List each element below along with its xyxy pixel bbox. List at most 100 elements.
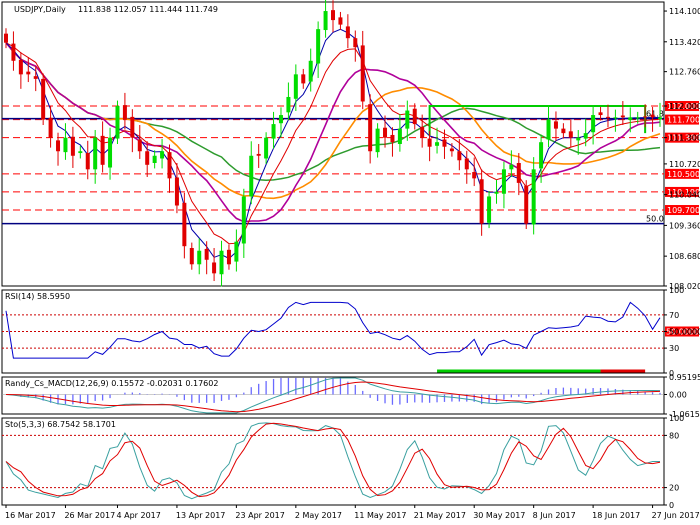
ytick-label-main: 112.760: [669, 68, 700, 77]
candle-body: [286, 96, 291, 113]
candle-body: [412, 108, 417, 125]
ytick-label-sto: 0: [669, 501, 674, 510]
candle-body: [531, 169, 536, 225]
ytick-label-main: 109.360: [669, 221, 700, 230]
ytick-label-main: 110.040: [669, 191, 700, 200]
candle-body: [605, 116, 610, 118]
candle-body: [479, 179, 484, 224]
candle-body: [449, 148, 454, 152]
candle-body: [130, 116, 135, 138]
price-tag-label: 109.700: [667, 206, 700, 215]
candle-body: [546, 119, 551, 140]
candle-body: [375, 128, 380, 153]
candle-body: [26, 71, 31, 75]
candle-body: [18, 59, 23, 75]
candle-body: [85, 153, 90, 170]
candle-body: [167, 152, 172, 179]
candle-body: [145, 151, 150, 165]
ytick-label-main: 108.020: [669, 282, 700, 291]
ytick-label-main: 114.100: [669, 7, 700, 16]
candle-body: [561, 128, 566, 134]
xtick-label: 8 Jun 2017: [533, 511, 576, 520]
candle-body: [63, 137, 68, 153]
candle-body: [494, 191, 499, 194]
xtick-label: 23 Apr 2017: [235, 511, 284, 520]
candle-body: [501, 169, 506, 194]
candle-body: [397, 128, 402, 144]
candle-body: [643, 116, 648, 118]
xtick-label: 11 May 2017: [354, 511, 406, 520]
candle-body: [234, 241, 239, 262]
sto-title: Sto(5,3,3) 68.7542 58.1701: [5, 420, 116, 429]
candle-body: [353, 38, 358, 48]
price-tag: [665, 114, 699, 125]
xtick-label: 4 Apr 2017: [116, 511, 160, 520]
candle-body: [472, 172, 477, 179]
candle-body: [212, 262, 217, 274]
ytick-label-main: 108.680: [669, 252, 700, 261]
candle-body: [487, 196, 492, 223]
candle-body: [464, 158, 469, 170]
candle-body: [226, 249, 231, 265]
rsi-level-tag: [665, 326, 699, 337]
candle-body: [331, 10, 335, 21]
ytick-label-rsi: 100: [669, 286, 684, 295]
ytick-label-sto: 20: [669, 484, 679, 493]
candle-body: [174, 177, 179, 206]
ma-magenta-line: [5, 42, 661, 223]
frame-sto: [1, 417, 665, 506]
ytick-label-rsi: 0: [669, 369, 674, 378]
xtick-label: 26 Mar 2017: [64, 511, 115, 520]
candle-body: [56, 140, 61, 152]
rsi-title: RSI(14) 58.5950: [5, 292, 70, 301]
candle-body: [137, 139, 142, 152]
candle-body: [539, 142, 544, 169]
candle-body: [4, 33, 8, 43]
candle-body: [108, 137, 113, 168]
ytick-label-main: 112.000: [669, 102, 700, 111]
ytick-label-rsi: 50.0000: [669, 328, 700, 337]
candle-body: [568, 131, 573, 138]
xtick-label: 18 Jun 2017: [592, 511, 640, 520]
fib-level-label: 50.0: [646, 215, 664, 224]
macd-title: Randy_Cs_MACD(12,26,9) 0.15572 -0.02031 …: [5, 379, 218, 388]
candle-body: [390, 134, 395, 143]
candle-body: [256, 153, 261, 156]
main-price-panel: 61.850.0112.000111.700111.300110.500110.…: [2, 0, 700, 287]
macd-line: [5, 377, 661, 414]
candle-body: [249, 155, 254, 197]
candle-body: [368, 104, 373, 152]
candle-body: [264, 137, 269, 159]
main-ohlc-readout: 111.838 112.057 111.444 111.749: [78, 5, 218, 14]
stochastic-panel: [2, 422, 664, 500]
candle-body: [182, 202, 187, 247]
rsi-panel: 50.0000: [2, 301, 699, 373]
candle-body: [316, 29, 321, 64]
frame-macd: [1, 376, 665, 415]
candle-body: [70, 136, 75, 156]
candle-body: [219, 250, 224, 275]
candle-body: [420, 126, 425, 138]
candle-body: [613, 117, 618, 119]
candle-body: [345, 26, 350, 39]
ytick-label-macd: -1.0615: [669, 410, 700, 419]
price-tag: [665, 101, 699, 112]
candle-body: [338, 17, 343, 25]
candle-body: [457, 151, 462, 161]
xtick-label: 2 May 2017: [295, 511, 342, 520]
ytick-label-macd: 0.00: [669, 390, 687, 399]
candle-body: [78, 151, 83, 154]
candle-body: [11, 43, 16, 61]
candle-body: [197, 250, 202, 265]
candle-body: [160, 151, 165, 159]
rsi-line: [5, 301, 661, 359]
candle-body: [620, 115, 625, 118]
macd-signal-line: [5, 381, 661, 413]
candle-body: [48, 117, 53, 138]
candle-body: [628, 117, 633, 121]
sto-signal-line: [5, 422, 661, 498]
xtick-label: 13 Apr 2017: [176, 511, 225, 520]
candle-body: [598, 112, 603, 116]
ytick-label-sto: 80: [669, 431, 679, 440]
candle-body: [383, 127, 388, 138]
